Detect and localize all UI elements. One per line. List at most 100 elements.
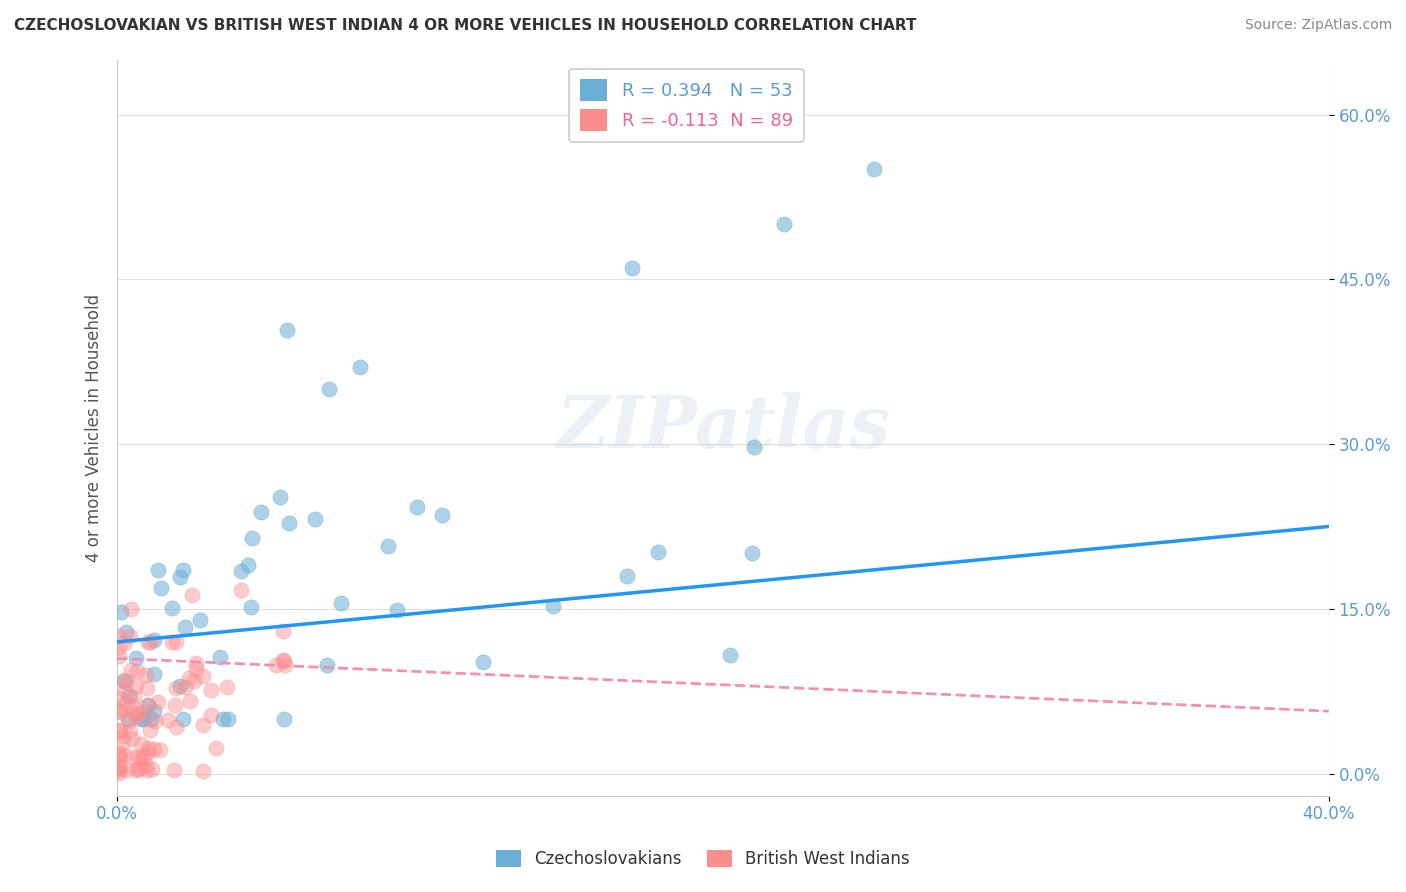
Legend: R = 0.394   N = 53, R = -0.113  N = 89: R = 0.394 N = 53, R = -0.113 N = 89	[569, 69, 804, 142]
British West Indians	[118, 723, 141, 738]
Czechoslovakians	[278, 516, 301, 530]
Czechoslovakians	[647, 544, 669, 558]
Czechoslovakians	[146, 563, 169, 577]
Text: CZECHOSLOVAKIAN VS BRITISH WEST INDIAN 4 OR MORE VEHICLES IN HOUSEHOLD CORRELATI: CZECHOSLOVAKIAN VS BRITISH WEST INDIAN 4…	[14, 18, 917, 33]
British West Indians	[163, 698, 186, 712]
Czechoslovakians	[134, 712, 156, 726]
British West Indians	[112, 673, 135, 687]
British West Indians	[115, 674, 138, 689]
British West Indians	[139, 634, 162, 648]
British West Indians	[110, 760, 132, 774]
Czechoslovakians	[141, 712, 163, 726]
British West Indians	[120, 602, 142, 616]
Czechoslovakians	[616, 568, 638, 582]
British West Indians	[114, 683, 136, 698]
British West Indians	[131, 761, 153, 775]
British West Indians	[107, 704, 129, 718]
British West Indians	[131, 752, 153, 766]
British West Indians	[146, 695, 169, 709]
British West Indians	[271, 653, 294, 667]
Czechoslovakians	[142, 667, 165, 681]
Czechoslovakians	[276, 324, 298, 338]
British West Indians	[264, 658, 287, 673]
British West Indians	[111, 736, 134, 750]
Text: Source: ZipAtlas.com: Source: ZipAtlas.com	[1244, 18, 1392, 32]
Legend: Czechoslovakians, British West Indians: Czechoslovakians, British West Indians	[489, 843, 917, 875]
British West Indians	[273, 654, 295, 668]
British West Indians	[180, 588, 202, 602]
British West Indians	[217, 681, 239, 695]
Czechoslovakians	[863, 162, 886, 177]
Czechoslovakians	[741, 546, 763, 560]
British West Indians	[186, 662, 208, 676]
British West Indians	[139, 723, 162, 738]
Czechoslovakians	[118, 690, 141, 704]
Czechoslovakians	[143, 633, 166, 648]
British West Indians	[132, 706, 155, 720]
Czechoslovakians	[377, 539, 399, 553]
British West Indians	[191, 669, 214, 683]
Czechoslovakians	[269, 490, 291, 504]
Czechoslovakians	[217, 712, 239, 726]
Czechoslovakians	[406, 500, 429, 514]
Czechoslovakians	[242, 531, 264, 545]
Czechoslovakians	[742, 440, 765, 454]
British West Indians	[108, 723, 131, 737]
British West Indians	[200, 682, 222, 697]
Czechoslovakians	[136, 698, 159, 712]
Czechoslovakians	[385, 603, 408, 617]
British West Indians	[115, 763, 138, 777]
British West Indians	[121, 698, 143, 712]
British West Indians	[165, 681, 187, 695]
Czechoslovakians	[143, 704, 166, 718]
British West Indians	[118, 629, 141, 643]
British West Indians	[129, 737, 152, 751]
Czechoslovakians	[318, 382, 340, 396]
British West Indians	[107, 747, 129, 761]
British West Indians	[127, 710, 149, 724]
British West Indians	[138, 740, 160, 755]
Czechoslovakians	[160, 601, 183, 615]
British West Indians	[125, 665, 148, 679]
British West Indians	[174, 680, 197, 694]
British West Indians	[118, 714, 141, 728]
Czechoslovakians	[117, 712, 139, 726]
British West Indians	[135, 758, 157, 772]
Czechoslovakians	[349, 360, 371, 375]
British West Indians	[125, 763, 148, 777]
Czechoslovakians	[315, 658, 337, 673]
Czechoslovakians	[273, 712, 295, 726]
Czechoslovakians	[110, 605, 132, 619]
British West Indians	[136, 745, 159, 759]
British West Indians	[177, 671, 200, 685]
British West Indians	[120, 663, 142, 677]
British West Indians	[138, 698, 160, 713]
British West Indians	[132, 749, 155, 764]
Czechoslovakians	[129, 712, 152, 726]
Czechoslovakians	[211, 712, 233, 726]
British West Indians	[124, 679, 146, 693]
British West Indians	[138, 635, 160, 649]
British West Indians	[191, 717, 214, 731]
British West Indians	[110, 701, 132, 715]
British West Indians	[121, 749, 143, 764]
Czechoslovakians	[238, 558, 260, 573]
British West Indians	[271, 624, 294, 638]
Czechoslovakians	[125, 651, 148, 665]
British West Indians	[141, 762, 163, 776]
British West Indians	[127, 762, 149, 776]
British West Indians	[108, 724, 131, 739]
British West Indians	[111, 729, 134, 743]
British West Indians	[108, 763, 131, 777]
Czechoslovakians	[621, 261, 644, 276]
British West Indians	[149, 743, 172, 757]
Czechoslovakians	[172, 563, 194, 577]
British West Indians	[204, 741, 226, 756]
British West Indians	[112, 636, 135, 650]
British West Indians	[135, 667, 157, 681]
Czechoslovakians	[208, 650, 231, 665]
Czechoslovakians	[250, 505, 273, 519]
British West Indians	[165, 635, 187, 649]
British West Indians	[183, 673, 205, 688]
British West Indians	[122, 706, 145, 720]
